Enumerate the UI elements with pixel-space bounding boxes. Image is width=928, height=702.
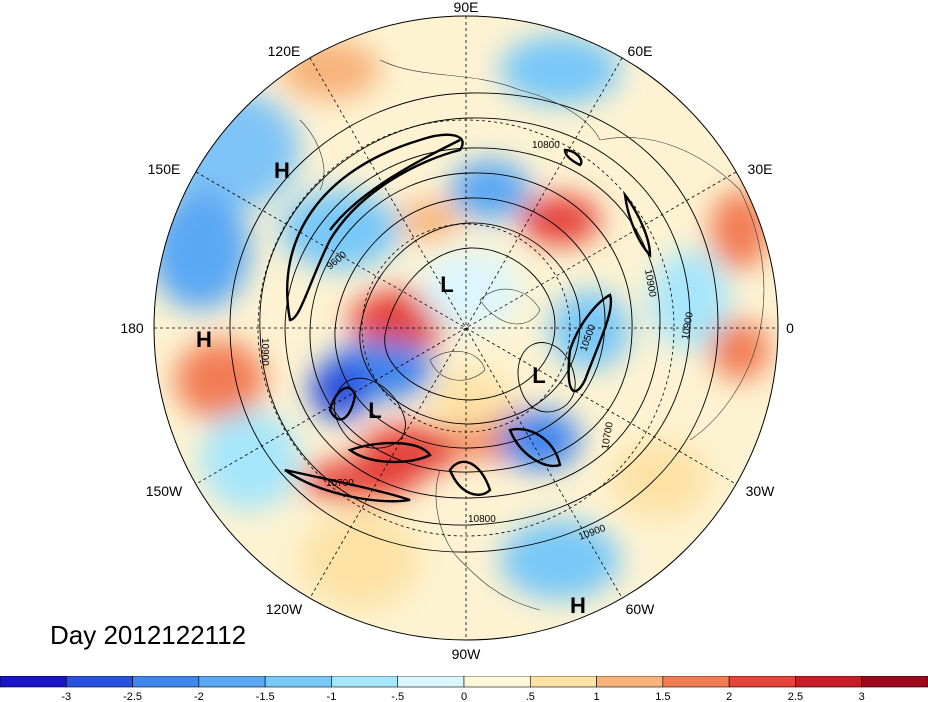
lon-30e: 30E — [748, 161, 773, 177]
colorbar-tick-label: -1.5 — [256, 691, 275, 702]
lon-60e: 60E — [628, 43, 653, 59]
low-center: L — [440, 272, 453, 297]
lon-30w: 30W — [746, 483, 776, 499]
longitude-labels: 90E 60E 30E 0 30W 60W 90W 120W 150W 180 … — [120, 0, 794, 662]
low-center: L — [368, 398, 381, 423]
anomaly-field — [154, 16, 778, 640]
svg-text:10900: 10900 — [259, 338, 270, 366]
colorbar-tick-label: 1 — [594, 691, 600, 702]
colorbar-swatches — [0, 676, 928, 688]
colorbar-swatch — [463, 676, 531, 688]
lon-0: 0 — [786, 320, 794, 336]
pressure-centers: H H H L L L — [196, 158, 586, 618]
colorbar-swatch — [198, 676, 266, 688]
colorbar-tick-label: .5 — [526, 691, 535, 702]
plot-title: Day 2012122112 — [50, 620, 247, 650]
svg-text:10700: 10700 — [600, 421, 616, 451]
lon-60w: 60W — [626, 601, 656, 617]
map-boundary — [153, 15, 779, 641]
svg-text:10900: 10900 — [642, 269, 658, 299]
colorbar-tick-label: -2.5 — [123, 691, 142, 702]
colorbar-tick-label: -2 — [194, 691, 204, 702]
svg-text:10700: 10700 — [326, 478, 354, 489]
colorbar-swatch — [0, 676, 67, 688]
colorbar-swatch — [529, 676, 597, 688]
high-center: H — [570, 593, 586, 618]
high-center: H — [196, 327, 212, 352]
lon-150e: 150E — [148, 161, 181, 177]
colorbar-swatch — [264, 676, 332, 688]
lon-180: 180 — [120, 320, 144, 336]
colorbar-ticks: -3 -2.5 -2 -1.5 -1 -.5 0 .5 1 1.5 2 2.5 3 — [61, 691, 864, 702]
colorbar-tick-label: 2.5 — [788, 691, 803, 702]
high-center: H — [274, 158, 290, 183]
colorbar-swatch — [728, 676, 796, 688]
svg-text:10900: 10900 — [680, 311, 696, 341]
colorbar-tick-label: 0 — [461, 691, 467, 702]
colorbar-tick-label: -1 — [327, 691, 337, 702]
colorbar-swatch — [861, 676, 928, 688]
colorbar-tick-label: -3 — [61, 691, 71, 702]
lon-120e: 120E — [268, 43, 301, 59]
colorbar-swatch — [596, 676, 664, 688]
colorbar-swatch — [132, 676, 200, 688]
lon-90e: 90E — [454, 0, 479, 15]
colorbar-swatch — [795, 676, 863, 688]
coastlines — [299, 59, 765, 611]
colorbar-tick-label: -.5 — [391, 691, 404, 702]
lon-90w: 90W — [452, 646, 482, 662]
colorbar-swatch — [397, 676, 465, 688]
colorbar: -3 -2.5 -2 -1.5 -1 -.5 0 .5 1 1.5 2 2.5 3 — [0, 676, 928, 702]
jet-contours — [284, 133, 652, 503]
colorbar-tick-label: 1.5 — [655, 691, 670, 702]
lon-120w: 120W — [266, 601, 303, 617]
graticule — [154, 16, 778, 640]
svg-text:10800: 10800 — [468, 514, 496, 525]
svg-text:10800: 10800 — [532, 140, 560, 151]
colorbar-tick-label: 3 — [859, 691, 865, 702]
colorbar-tick-label: 2 — [726, 691, 732, 702]
colorbar-swatch — [331, 676, 399, 688]
colorbar-swatch — [65, 676, 133, 688]
low-center: L — [532, 363, 545, 388]
colorbar-swatch — [662, 676, 730, 688]
height-contours — [229, 92, 719, 553]
lon-150w: 150W — [146, 483, 183, 499]
